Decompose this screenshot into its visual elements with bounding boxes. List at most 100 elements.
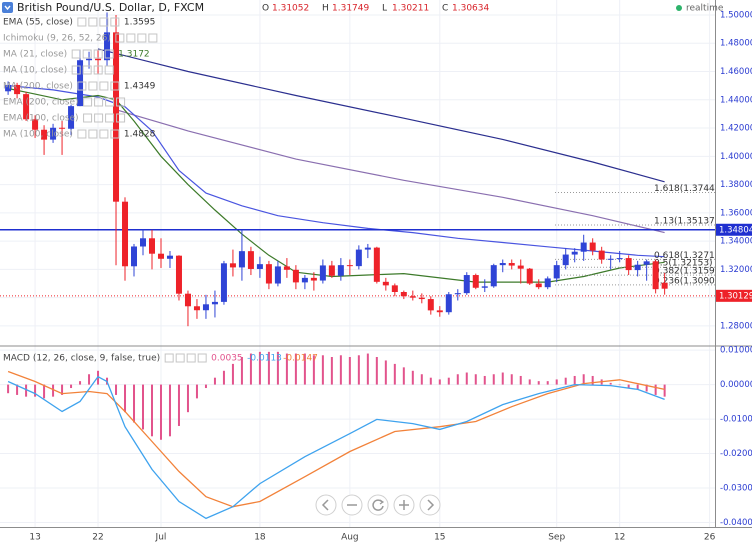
indicator-icon	[99, 129, 109, 139]
fib-level-label: 0.5(1.32153)	[654, 259, 713, 269]
fib-level-label: 0.236(1.3090	[654, 276, 715, 286]
indicator-label: EMA (200, close)	[3, 98, 79, 108]
candle-body	[148, 238, 155, 254]
y-tick-label: 1.46000	[720, 67, 752, 77]
candle-body	[463, 275, 470, 294]
histogram-bar	[240, 357, 243, 385]
histogram-bar	[627, 384, 630, 389]
x-tick-label: 13	[29, 533, 40, 543]
candle-body	[355, 249, 362, 267]
fib-level-label: 0.382(1.3159	[654, 267, 715, 277]
histogram-bar	[366, 353, 369, 385]
indicator-label: Ichimoku (9, 26, 52, 26)	[3, 34, 111, 44]
symbol-icon[interactable]	[2, 2, 13, 13]
ohlc-value: 1.31749	[332, 4, 369, 14]
indicator-icon	[99, 81, 109, 91]
macd-legend-label: MACD (12, 26, close, 9, false, true)	[3, 354, 160, 364]
histogram-bar	[115, 384, 118, 395]
candle-body	[481, 286, 488, 288]
y-tick-label: 1.28000	[720, 321, 752, 331]
y-tick-label: 1.42000	[720, 124, 752, 134]
indicator-value: 1.4349	[124, 82, 156, 92]
indicator-icon	[88, 81, 98, 91]
histogram-bar	[276, 351, 279, 385]
zoom-controls	[315, 494, 441, 516]
histogram-bar	[312, 355, 315, 385]
candle-body	[589, 242, 596, 251]
histogram-bar	[70, 384, 73, 389]
candle-body	[571, 251, 578, 255]
y-tick-label: 1.34000	[720, 237, 752, 247]
histogram-bar	[231, 363, 234, 385]
x-tick-label: 26	[704, 533, 716, 543]
axes: 1322Jul18Aug15Sep12261.280001.300001.320…	[29, 10, 752, 543]
histogram-bar	[61, 384, 64, 395]
ohlc-label: C	[442, 4, 448, 14]
candle-body	[508, 263, 515, 266]
indicator-icon	[104, 49, 114, 59]
indicator-icon	[148, 33, 158, 43]
y-tick-label: 0.01000	[720, 346, 752, 356]
histogram-bar	[177, 384, 180, 426]
indicator-value: 1.3595	[124, 18, 156, 28]
symbol-icon-chevron	[4, 5, 11, 11]
candle-body	[274, 266, 281, 284]
candle-body	[122, 201, 129, 267]
candle-body	[175, 255, 182, 294]
reset-button[interactable]	[367, 494, 389, 516]
candle-body	[59, 127, 66, 129]
indicator-label: MA (10, close)	[3, 66, 67, 76]
legend: British Pound/U.S. Dollar, D, FXCM realt…	[2, 1, 724, 364]
histogram-bar	[573, 375, 576, 385]
y-tick-label: -0.04000	[720, 518, 752, 528]
y-tick-label: 0.00000	[720, 380, 752, 390]
candle-body	[499, 263, 506, 266]
candle-body	[23, 94, 30, 120]
candle-body	[14, 84, 21, 95]
candle-body	[661, 282, 668, 289]
histogram-bar	[52, 384, 55, 397]
price-level-tag-label: 1.30129	[719, 291, 752, 301]
price-level-tag	[716, 223, 752, 236]
candle-body	[283, 266, 290, 270]
indicator-line	[8, 85, 665, 258]
zoom-out-button[interactable]	[341, 494, 363, 516]
indicator-icon	[94, 113, 104, 123]
histogram-bar	[564, 377, 567, 385]
histogram-bar	[168, 384, 171, 437]
candle-body	[454, 293, 461, 295]
candle-body	[265, 264, 272, 284]
candle-body	[445, 294, 452, 313]
histogram-bar	[537, 381, 540, 385]
zoom-in-button[interactable]	[393, 494, 415, 516]
histogram-bar	[34, 384, 37, 397]
indicator-icon	[93, 49, 103, 59]
candle-body	[409, 296, 416, 298]
candle-body	[562, 254, 569, 266]
candle-body	[238, 251, 245, 268]
candle-body	[418, 297, 425, 300]
histogram-bar	[465, 372, 468, 385]
scroll-left-button[interactable]	[315, 494, 337, 516]
candle-body	[652, 261, 659, 290]
ohlc-label: L	[382, 4, 387, 14]
indicator-icon	[71, 65, 81, 75]
candle-body	[607, 258, 614, 260]
ohlc-value: 1.31052	[272, 4, 309, 14]
candle-body	[427, 299, 434, 311]
candle-body	[319, 265, 326, 281]
signal-line	[7, 370, 665, 508]
candle-body	[382, 281, 389, 286]
candle-body	[337, 265, 344, 276]
indicator-icon	[77, 129, 87, 139]
y-tick-label: 1.48000	[720, 39, 752, 49]
histogram-bar	[402, 367, 405, 385]
status-dot	[676, 5, 682, 11]
histogram-bar	[519, 375, 522, 385]
macd-legend-value: -0.0113	[247, 354, 282, 364]
scroll-right-button[interactable]	[419, 494, 441, 516]
indicator-icon	[186, 353, 196, 363]
histogram-bar	[186, 384, 189, 413]
